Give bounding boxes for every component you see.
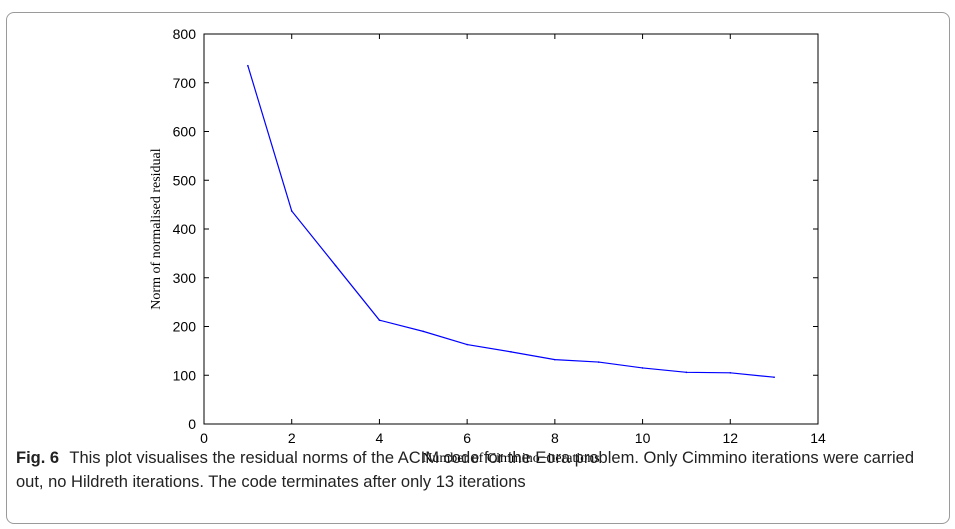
data-point	[641, 367, 644, 369]
y-tick-label: 0	[188, 416, 196, 432]
data-point	[466, 343, 468, 346]
y-tick-label: 300	[173, 270, 197, 286]
y-tick-label: 700	[173, 75, 197, 91]
figure-frame	[6, 12, 950, 524]
ticks: 0 2 4 6 8 10 12 14 0 100 200 300 400 500 600 700 800	[173, 26, 826, 446]
y-axis-label: Norm of normalised residual	[149, 148, 164, 309]
x-tick-label: 2	[288, 430, 296, 446]
x-tick-label: 8	[551, 430, 559, 446]
series	[247, 64, 775, 379]
x-axis-label: Number of Cimmino−iterations	[422, 451, 599, 466]
x-tick-label: 6	[463, 430, 471, 446]
y-tick-label: 400	[173, 221, 197, 237]
data-point	[597, 361, 600, 363]
data-point	[334, 264, 337, 267]
y-tick-label: 800	[173, 26, 197, 42]
data-point	[247, 64, 249, 67]
axes	[203, 33, 819, 425]
figure-caption: Fig. 6 This plot visualises the residual…	[16, 446, 946, 494]
data-point	[290, 210, 293, 212]
y-tick-label: 600	[173, 124, 197, 140]
x-tick-label: 12	[722, 430, 738, 446]
series-line	[247, 65, 775, 378]
y-tick-label: 500	[173, 172, 197, 188]
x-tick-label: 0	[200, 430, 208, 446]
x-tick-label: 10	[635, 430, 651, 446]
data-point	[554, 358, 556, 361]
y-tick-label: 100	[173, 367, 197, 383]
x-tick-label: 4	[376, 430, 384, 446]
data-point	[685, 371, 688, 374]
data-point	[773, 376, 775, 379]
plot-box	[203, 33, 819, 425]
caption-text: This plot visualises the residual norms …	[16, 449, 914, 491]
data-point	[422, 330, 425, 333]
data-point	[510, 351, 512, 353]
figure-label: Fig. 6	[16, 449, 60, 467]
data-point	[729, 372, 732, 374]
data-point	[378, 319, 381, 321]
y-tick-label: 200	[173, 319, 197, 335]
x-tick-label: 14	[810, 430, 826, 446]
